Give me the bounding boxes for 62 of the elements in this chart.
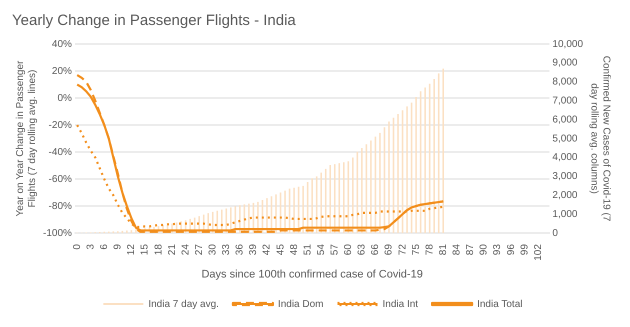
x-tick-label: 72 <box>397 244 408 256</box>
x-tick-label: 96 <box>506 244 517 256</box>
x-tick-label: 57 <box>330 244 341 256</box>
x-tick-label: 93 <box>492 244 504 256</box>
y-tick-label: -100% <box>43 228 72 239</box>
x-tick-label: 24 <box>180 244 192 256</box>
y2-tick-label: 3,000 <box>552 171 578 182</box>
y-tick-label: 20% <box>52 66 72 77</box>
x-tick-label: 48 <box>288 244 300 256</box>
y-tick-label: -60% <box>48 174 72 185</box>
x-tick-label: 0 <box>72 244 83 250</box>
x-axis-title: Days since 100th confirmed case of Covid-19 <box>201 268 423 280</box>
x-tick-label: 6 <box>99 244 110 250</box>
y2-tick-label: 0 <box>552 228 558 239</box>
legend-label: India Dom <box>278 298 324 310</box>
y2-tick-label: 7,000 <box>552 95 578 106</box>
x-tick-label: 21 <box>166 244 178 256</box>
legend-label: India Total <box>477 298 522 310</box>
y2-tick-label: 2,000 <box>552 190 578 202</box>
y2-tick-label: 5,000 <box>552 133 578 144</box>
y2-axis-title: Confirmed New Cases of Covid-19 (7 day rolling avg. columns) <box>588 56 612 222</box>
y-tick-label: -20% <box>48 120 72 131</box>
x-tick-label: 84 <box>452 244 463 256</box>
y-tick-label: -80% <box>48 200 72 212</box>
chart-title: Yearly Change in Passenger Flights - India <box>12 12 296 30</box>
x-tick-label: 18 <box>153 244 164 256</box>
x-tick-label: 9 <box>112 244 124 250</box>
x-tick-label: 12 <box>126 244 138 256</box>
x-tick-label: 3 <box>85 244 96 250</box>
y-tick-label: 40% <box>52 38 72 50</box>
legend-label: India Int <box>382 298 418 310</box>
y-tick-label: -40% <box>48 146 72 158</box>
x-tick-label: 78 <box>424 244 436 256</box>
x-tick-label: 81 <box>438 244 449 256</box>
x-tick-label: 54 <box>316 244 327 256</box>
x-tick-label: 30 <box>207 244 218 256</box>
x-tick-label: 27 <box>194 244 205 256</box>
x-tick-label: 60 <box>343 244 354 256</box>
x-tick-label: 99 <box>519 244 530 256</box>
x-tick-label: 45 <box>275 244 286 256</box>
y2-tick-label: 8,000 <box>552 76 578 88</box>
x-tick-label: 66 <box>370 244 382 256</box>
y-axis-title: Year on Year Change in Passenger Flights (7 day rolling avg. lines) <box>14 60 38 216</box>
x-tick-label: 33 <box>221 244 232 256</box>
x-tick-label: 87 <box>465 244 476 256</box>
y2-tick-label: 9,000 <box>552 58 578 69</box>
y2-tick-label: 4,000 <box>552 152 578 164</box>
x-tick-label: 75 <box>410 244 422 256</box>
x-tick-label: 69 <box>384 244 395 256</box>
x-tick-label: 15 <box>140 244 151 256</box>
legend-label: India 7 day avg. <box>148 298 219 310</box>
x-tick-label: 42 <box>262 244 273 256</box>
x-tick-label: 102 <box>532 244 544 261</box>
x-tick-label: 51 <box>302 244 314 256</box>
x-tick-label: 90 <box>478 244 490 256</box>
x-tick-label: 39 <box>248 244 260 256</box>
x-tick-label: 36 <box>234 244 246 256</box>
x-tick-label: 63 <box>356 244 368 256</box>
y2-tick-label: 1,000 <box>552 208 578 220</box>
y2-tick-label: 10,000 <box>552 38 584 50</box>
y-tick-label: 0% <box>57 92 72 104</box>
y2-tick-label: 6,000 <box>552 114 578 126</box>
